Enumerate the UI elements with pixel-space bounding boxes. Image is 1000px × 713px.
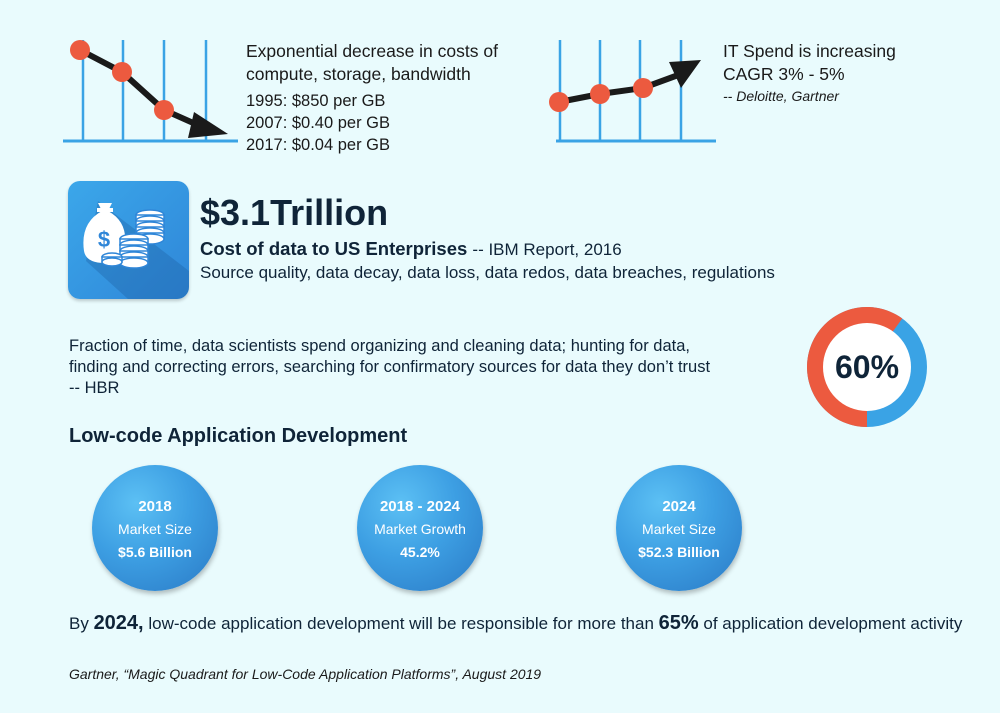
bubble-label: Market Size bbox=[118, 521, 192, 537]
data-cost-label: Cost of data to US Enterprises bbox=[200, 238, 468, 259]
percent-donut-chart: 60% bbox=[797, 297, 937, 437]
data-scientist-time-text: Fraction of time, data scientists spend … bbox=[69, 336, 789, 399]
bubble-label: Market Size bbox=[642, 521, 716, 537]
bubble-value: $52.3 Billion bbox=[638, 544, 720, 560]
bubble-value: 45.2% bbox=[400, 544, 440, 560]
rising-it-spend-chart-icon bbox=[543, 38, 718, 148]
statement-mid: low-code application development will be… bbox=[143, 614, 659, 633]
declining-cost-chart-icon bbox=[60, 38, 240, 148]
it-spend-heading-line2: CAGR 3% - 5% bbox=[723, 64, 845, 84]
cost-row-1995: 1995: $850 per GB bbox=[246, 92, 386, 110]
bubble-value: $5.6 Billion bbox=[118, 544, 192, 560]
bubble-label: Market Growth bbox=[374, 521, 466, 537]
cost-heading-line2: compute, storage, bandwidth bbox=[246, 64, 471, 84]
gartner-source: Gartner, “Magic Quadrant for Low-Code Ap… bbox=[69, 666, 542, 682]
bubble-year: 2018 bbox=[138, 498, 172, 515]
statement-post: of application development activity bbox=[698, 614, 963, 633]
bubble-year: 2024 bbox=[662, 498, 696, 515]
cost-row-2017: 2017: $0.04 per GB bbox=[246, 136, 391, 154]
cost-decrease-text: Exponential decrease in costs of compute… bbox=[246, 40, 576, 156]
cost-heading-line1: Exponential decrease in costs of bbox=[246, 41, 498, 61]
market-size-2024-bubble: 2024 Market Size $52.3 Billion bbox=[616, 465, 742, 591]
it-spend-heading-line1: IT Spend is increasing bbox=[723, 41, 896, 61]
market-size-2018-bubble: 2018 Market Size $5.6 Billion bbox=[92, 465, 218, 591]
data-cost-amount: $3.1Trillion bbox=[200, 192, 389, 233]
statement-percent: 65% bbox=[658, 612, 699, 634]
data-cost-label-line: Cost of data to US Enterprises -- IBM Re… bbox=[200, 237, 622, 262]
cost-row-2007: 2007: $0.40 per GB bbox=[246, 114, 391, 132]
data-cost-source: -- IBM Report, 2016 bbox=[472, 240, 622, 259]
it-spend-text: IT Spend is increasing CAGR 3% - 5% -- D… bbox=[723, 40, 983, 106]
svg-text:$: $ bbox=[98, 227, 110, 252]
lowcode-statement: By 2024, low-code application developmen… bbox=[69, 612, 969, 635]
it-spend-source: -- Deloitte, Gartner bbox=[723, 88, 839, 104]
statement-pre: By bbox=[69, 614, 94, 633]
money-bag-coins-icon: $ bbox=[68, 181, 189, 299]
bubble-year: 2018 - 2024 bbox=[379, 498, 461, 515]
market-growth-bubble: 2018 - 2024 Market Growth 45.2% bbox=[357, 465, 483, 591]
scientist-line1: Fraction of time, data scientists spend … bbox=[69, 337, 690, 355]
lowcode-title: Low-code Application Development bbox=[69, 425, 408, 447]
scientist-line2: finding and correcting errors, searching… bbox=[69, 358, 711, 376]
data-cost-reasons: Source quality, data decay, data loss, d… bbox=[200, 263, 775, 282]
statement-year: 2024, bbox=[93, 612, 144, 634]
donut-percent-label: 60% bbox=[835, 349, 899, 385]
scientist-source: -- HBR bbox=[69, 379, 120, 397]
